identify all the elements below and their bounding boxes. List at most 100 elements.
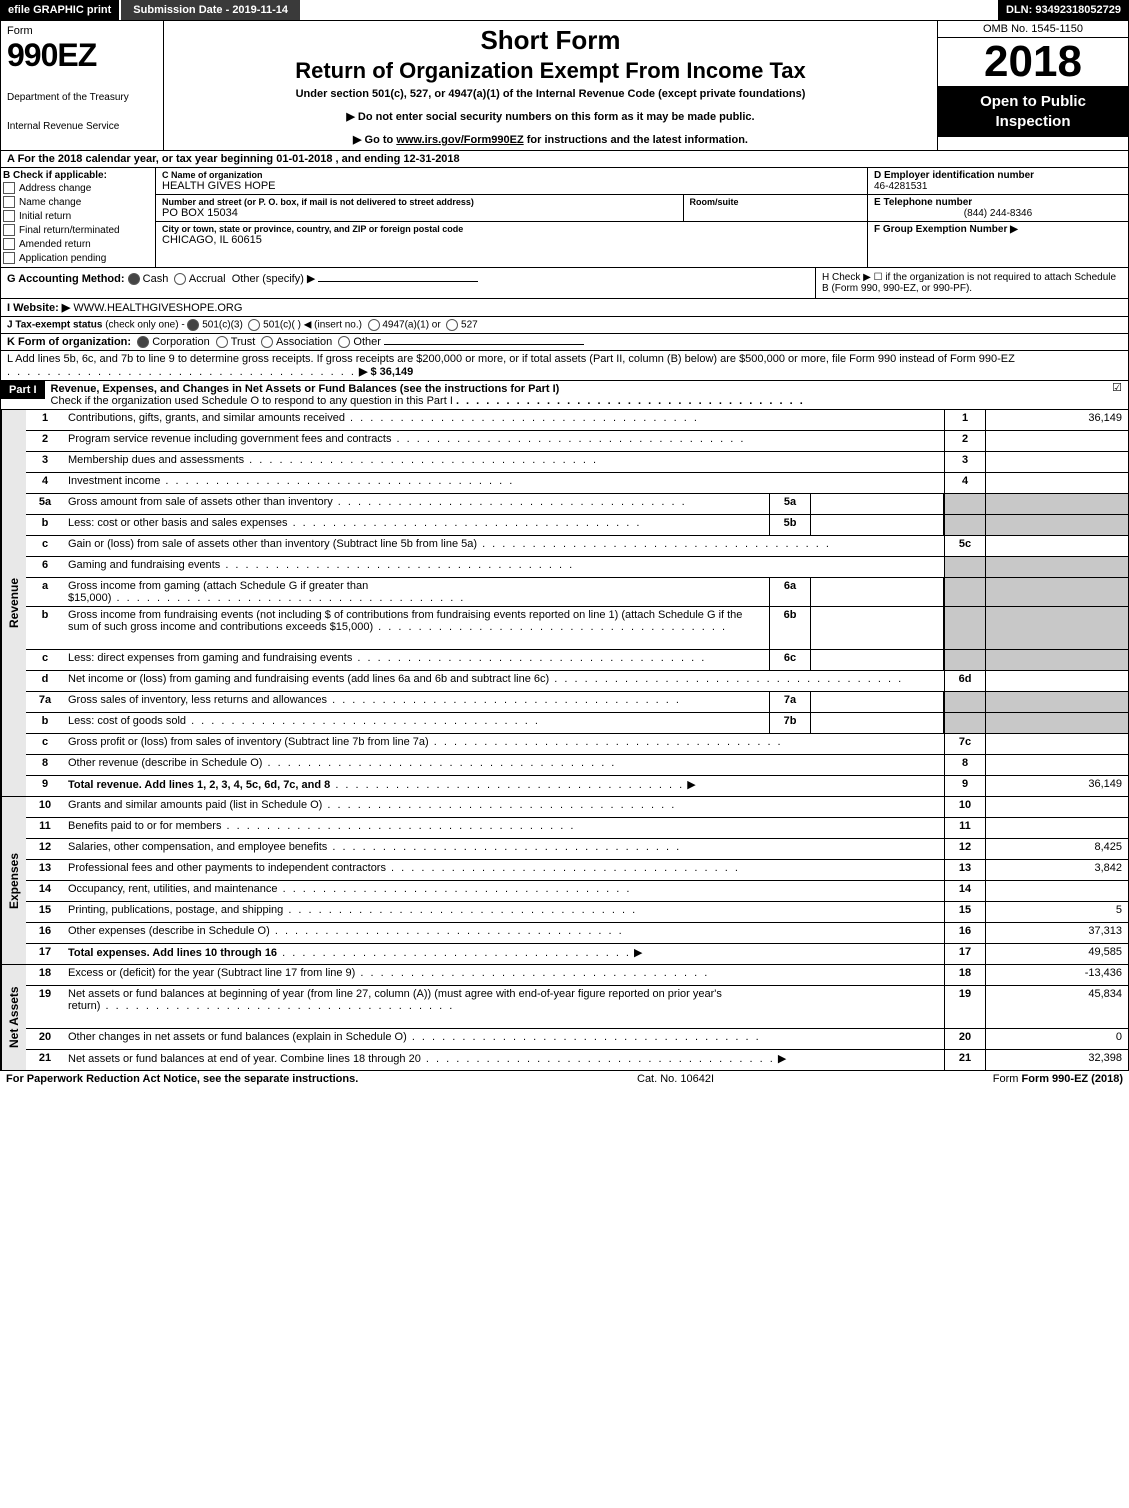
line-number: 1 (26, 410, 64, 430)
radio-cash[interactable] (128, 273, 140, 285)
dots (386, 862, 740, 874)
section-j: J Tax-exempt status (check only one) - 5… (0, 317, 1129, 334)
part-i-tab: Part I (1, 381, 45, 399)
line-number: 8 (26, 755, 64, 775)
section-l: L Add lines 5b, 6c, and 7b to line 9 to … (0, 351, 1129, 381)
radio-501c3[interactable] (187, 319, 199, 331)
city-cell: City or town, state or province, country… (156, 222, 867, 248)
line-description: Net income or (loss) from gaming and fun… (64, 671, 944, 691)
opt-other-org: Other (353, 336, 381, 348)
dots (322, 799, 676, 811)
dots (477, 538, 831, 550)
k-label: K Form of organization: (7, 336, 131, 348)
line-ref: 15 (944, 902, 985, 922)
chk-amended-return[interactable]: Amended return (3, 237, 153, 251)
line-description: Less: cost of goods sold (64, 713, 769, 733)
table-row: 18Excess or (deficit) for the year (Subt… (26, 965, 1128, 986)
ssn-warning: ▶ Do not enter social security numbers o… (172, 110, 929, 123)
g-label: G Accounting Method: (7, 273, 125, 285)
line-description: Total revenue. Add lines 1, 2, 3, 4, 5c,… (64, 776, 944, 796)
line-ref-grey (944, 692, 985, 712)
line-value-grey (985, 607, 1128, 649)
line-description: Gaming and fundraising events (64, 557, 944, 577)
open-to-public: Open to Public Inspection (938, 86, 1128, 137)
checkbox-icon[interactable] (3, 224, 15, 236)
footer-left: For Paperwork Reduction Act Notice, see … (6, 1073, 358, 1085)
table-row: 12Salaries, other compensation, and empl… (26, 839, 1128, 860)
dots (429, 736, 783, 748)
radio-other-org[interactable] (338, 336, 350, 348)
chk-address-change[interactable]: Address change (3, 181, 153, 195)
chk-final-return[interactable]: Final return/terminated (3, 223, 153, 237)
line-value (985, 671, 1128, 691)
dots (7, 366, 356, 378)
dots (186, 715, 540, 727)
dots (330, 779, 684, 791)
line-number: 21 (26, 1050, 64, 1070)
ein-value: 46-4281531 (874, 181, 1122, 192)
line-ref-grey (944, 607, 985, 649)
group-exemption-label: F Group Exemption Number ▶ (874, 224, 1018, 235)
revenue-tab: Revenue (1, 410, 26, 796)
dots (345, 412, 699, 424)
checkbox-icon[interactable] (3, 252, 15, 264)
line-description: Gross amount from sale of assets other t… (64, 494, 769, 514)
room-cell: Room/suite (684, 195, 868, 221)
radio-corporation[interactable] (137, 336, 149, 348)
line-description: Other expenses (describe in Schedule O) (64, 923, 944, 943)
form-header: Form 990EZ Department of the Treasury In… (0, 21, 1129, 151)
other-specify-blank[interactable] (318, 281, 478, 282)
sub-line-number: 5b (769, 515, 811, 535)
ein-block: D Employer identification number 46-4281… (868, 168, 1128, 195)
chk-label: Initial return (19, 211, 71, 222)
checkbox-icon[interactable] (3, 210, 15, 222)
table-row: dNet income or (loss) from gaming and fu… (26, 671, 1128, 692)
radio-accrual[interactable] (174, 273, 186, 285)
radio-501c[interactable] (248, 319, 260, 331)
line-number: 9 (26, 776, 64, 796)
table-row: 6Gaming and fundraising events (26, 557, 1128, 578)
line-description: Professional fees and other payments to … (64, 860, 944, 880)
calendar-year-row: A For the 2018 calendar year, or tax yea… (0, 151, 1129, 168)
line-ref: 12 (944, 839, 985, 859)
radio-527[interactable] (446, 319, 458, 331)
checkbox-icon[interactable] (3, 196, 15, 208)
line-value (985, 431, 1128, 451)
table-row: 11Benefits paid to or for members11 (26, 818, 1128, 839)
sub-line-number: 5a (769, 494, 811, 514)
line-value-grey (985, 650, 1128, 670)
line-description: Occupancy, rent, utilities, and maintena… (64, 881, 944, 901)
expenses-body: 10Grants and similar amounts paid (list … (26, 797, 1128, 964)
line-description: Salaries, other compensation, and employ… (64, 839, 944, 859)
efile-print-label[interactable]: efile GRAPHIC print (0, 0, 119, 20)
part-i-checkbox[interactable]: ☑ (1106, 381, 1128, 394)
radio-association[interactable] (261, 336, 273, 348)
line-number: b (26, 607, 64, 649)
instructions-link-row: ▶ Go to www.irs.gov/Form990EZ for instru… (172, 133, 929, 146)
table-row: 9Total revenue. Add lines 1, 2, 3, 4, 5c… (26, 776, 1128, 796)
line-value: -13,436 (985, 965, 1128, 985)
opt-trust: Trust (231, 336, 256, 348)
header-right: OMB No. 1545-1150 2018 Open to Public In… (938, 21, 1128, 150)
checkbox-icon[interactable] (3, 238, 15, 250)
chk-initial-return[interactable]: Initial return (3, 209, 153, 223)
section-g: G Accounting Method: Cash Accrual Other … (1, 268, 815, 298)
chk-name-change[interactable]: Name change (3, 195, 153, 209)
section-k: K Form of organization: Corporation Trus… (0, 334, 1129, 351)
chk-label: Final return/terminated (19, 225, 120, 236)
opt-501c3: 501(c)(3) (202, 320, 243, 331)
line-value: 3,842 (985, 860, 1128, 880)
other-org-blank[interactable] (384, 344, 584, 345)
chk-application-pending[interactable]: Application pending (3, 251, 153, 265)
irs-link[interactable]: www.irs.gov/Form990EZ (396, 134, 523, 146)
line-number: 3 (26, 452, 64, 472)
radio-4947[interactable] (368, 319, 380, 331)
sub-line-value (811, 650, 944, 670)
section-i: I Website: ▶ WWW.HEALTHGIVESHOPE.ORG (0, 299, 1129, 317)
checkbox-icon[interactable] (3, 182, 15, 194)
table-row: 21Net assets or fund balances at end of … (26, 1050, 1128, 1070)
table-row: cGross profit or (loss) from sales of in… (26, 734, 1128, 755)
radio-trust[interactable] (216, 336, 228, 348)
dept-treasury: Department of the Treasury (7, 92, 157, 103)
dots (283, 904, 637, 916)
